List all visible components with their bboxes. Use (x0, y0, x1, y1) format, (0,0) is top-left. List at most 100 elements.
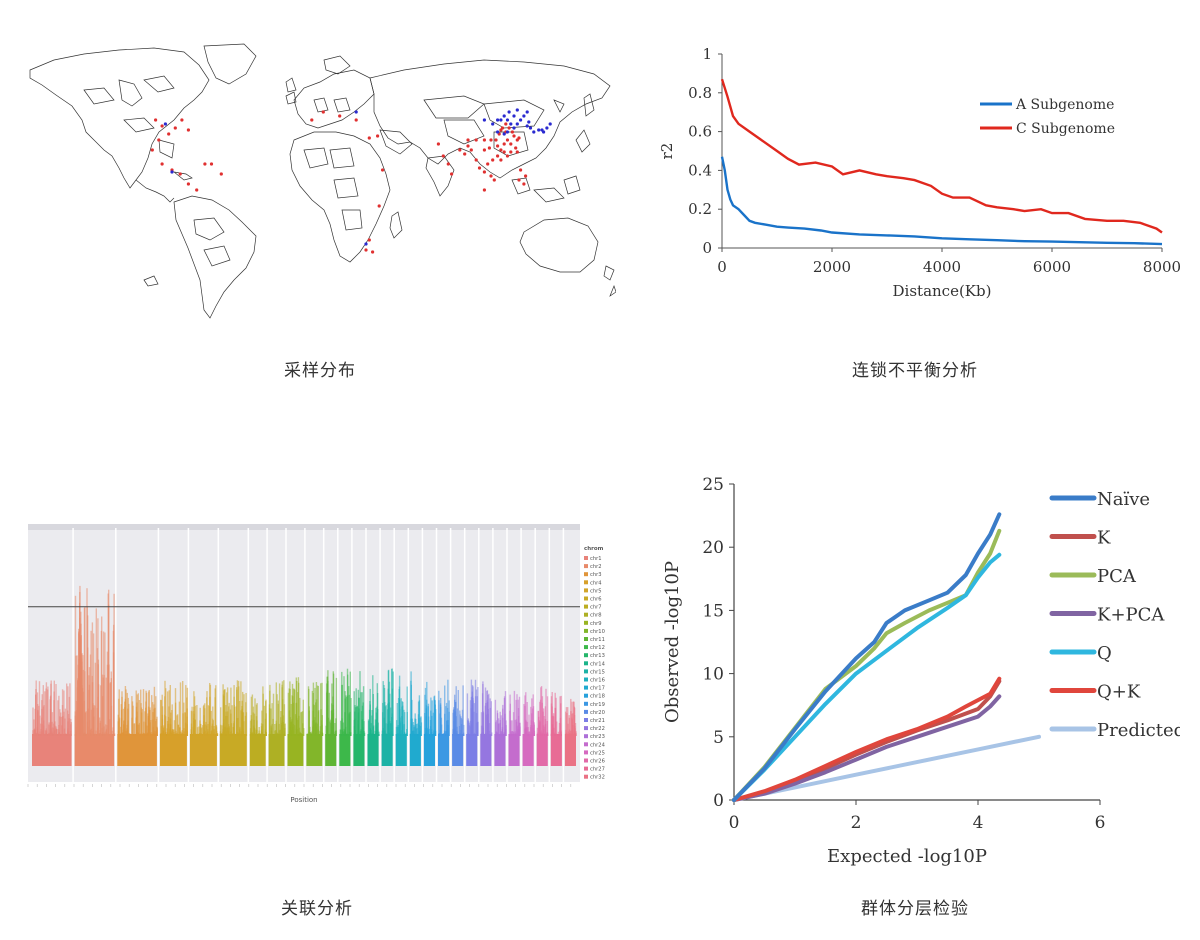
sample-point (482, 138, 486, 142)
snp-point (472, 686, 474, 736)
snp-point (183, 702, 185, 736)
manhattan-panel: Position chrom chr1 chr2 chr3 chr4 chr5 chr6 chr… (24, 520, 610, 810)
snp-point (170, 732, 172, 736)
snp-point (499, 720, 501, 736)
snp-point (574, 726, 576, 736)
snp-point (359, 671, 361, 736)
snp-point (278, 734, 280, 736)
snp-point (512, 712, 515, 736)
snp-point (540, 730, 543, 736)
chrom-block-chr18 (423, 681, 437, 766)
sample-point (474, 158, 478, 162)
sample-point (195, 188, 199, 192)
snp-point (212, 718, 214, 736)
snp-point (292, 688, 295, 736)
chrom-block-chr22 (480, 681, 493, 766)
snp-point (148, 710, 151, 736)
snp-point (280, 711, 282, 736)
snp-point (556, 721, 558, 736)
legend-swatch (584, 758, 588, 763)
snp-point (515, 699, 517, 736)
snp-point (38, 705, 40, 736)
snp-point (111, 730, 113, 736)
sample-point (515, 122, 519, 126)
x-tick-label: 4000 (923, 258, 961, 276)
legend-swatch (584, 774, 588, 779)
sample-points-red (150, 110, 528, 254)
snp-point (278, 683, 281, 736)
snp-point (199, 724, 202, 736)
snp-point (349, 711, 351, 736)
snp-point (198, 726, 200, 736)
snp-point (154, 731, 157, 736)
snp-point (185, 734, 187, 736)
snp-point (447, 731, 449, 736)
snp-point (568, 715, 570, 736)
snp-point (342, 722, 344, 736)
snp-point (196, 727, 199, 736)
snp-point (299, 733, 302, 736)
legend-swatch (584, 556, 588, 560)
snp-point (468, 722, 470, 736)
snp-point (222, 684, 224, 736)
snp-point (382, 702, 384, 736)
snp-point (153, 708, 155, 736)
snp-point (81, 722, 83, 736)
snp-point (289, 689, 291, 736)
snp-point (444, 685, 446, 736)
legend-swatch (584, 742, 588, 747)
snp-point (275, 682, 277, 736)
snp-point (271, 703, 273, 736)
snp-point (52, 723, 55, 736)
snp-point (500, 715, 502, 736)
snp-point (331, 721, 334, 736)
snp-point (259, 734, 261, 736)
snp-point (83, 607, 86, 736)
y-tick-label: 10 (702, 665, 724, 685)
legend-label: chr2 (590, 564, 602, 570)
legend-label: Q (1097, 643, 1112, 664)
legend-label: chr32 (590, 775, 605, 781)
legend-label: chr27 (590, 767, 605, 773)
snp-point (445, 733, 448, 736)
snp-point (552, 713, 555, 736)
chrom-block-chr10 (306, 682, 324, 766)
snp-point (67, 730, 69, 736)
sample-point (496, 118, 500, 122)
snp-point (557, 731, 560, 736)
legend-swatch (584, 685, 588, 690)
snp-point (58, 733, 61, 736)
snp-point (137, 693, 139, 736)
y-tick-label: 0.2 (688, 200, 712, 218)
snp-point (310, 733, 313, 736)
snp-point (376, 683, 378, 736)
snp-point (413, 730, 415, 736)
sample-point (515, 150, 519, 154)
snp-point (103, 732, 106, 736)
snp-point (254, 698, 256, 736)
snp-point (226, 692, 228, 736)
map-caption: 采样分布 (284, 361, 356, 381)
sample-point (157, 138, 161, 142)
snp-point (525, 719, 527, 736)
chrom-dense-band (452, 734, 464, 766)
sample-point (525, 124, 529, 128)
snp-point (396, 703, 398, 736)
legend-swatch (584, 620, 588, 625)
sample-point (469, 148, 473, 152)
snp-point (482, 712, 485, 736)
sample-point (499, 128, 503, 132)
legend-swatch (584, 572, 588, 577)
snp-point (65, 734, 68, 736)
snp-point (542, 725, 545, 736)
snp-point (318, 734, 321, 736)
snp-point (202, 706, 205, 736)
snp-point (300, 712, 302, 736)
snp-point (341, 671, 343, 736)
snp-point (415, 718, 417, 736)
snp-point (81, 688, 84, 736)
snp-point (542, 708, 545, 736)
snp-point (528, 714, 530, 736)
y-tick-label: 0.6 (688, 123, 712, 141)
snp-point (385, 705, 387, 736)
